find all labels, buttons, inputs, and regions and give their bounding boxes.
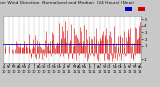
- Text: Milwaukee Weather Wind Direction  Normalized and Median  (24 Hours) (New): Milwaukee Weather Wind Direction Normali…: [0, 1, 133, 5]
